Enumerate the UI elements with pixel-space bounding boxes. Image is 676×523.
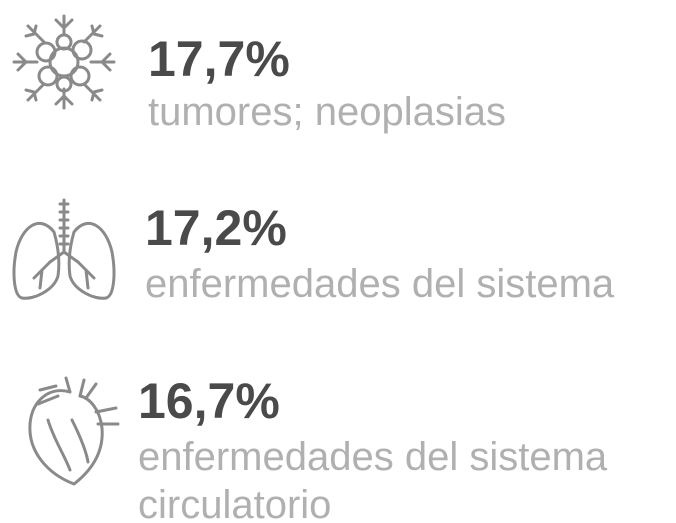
stat-description: circulatorio bbox=[138, 483, 331, 523]
stat-value: 16,7% bbox=[138, 373, 280, 429]
heart-icon bbox=[28, 376, 120, 486]
stat-description: enfermedades del sistema bbox=[138, 435, 608, 479]
stat-description: tumores; neoplasias bbox=[148, 90, 506, 134]
stat-value: 17,7% bbox=[148, 31, 290, 87]
lungs-icon bbox=[12, 198, 116, 300]
stat-description: enfermedades del sistema bbox=[145, 262, 615, 306]
tumor-icon bbox=[12, 14, 116, 110]
stat-value: 17,2% bbox=[145, 200, 287, 256]
